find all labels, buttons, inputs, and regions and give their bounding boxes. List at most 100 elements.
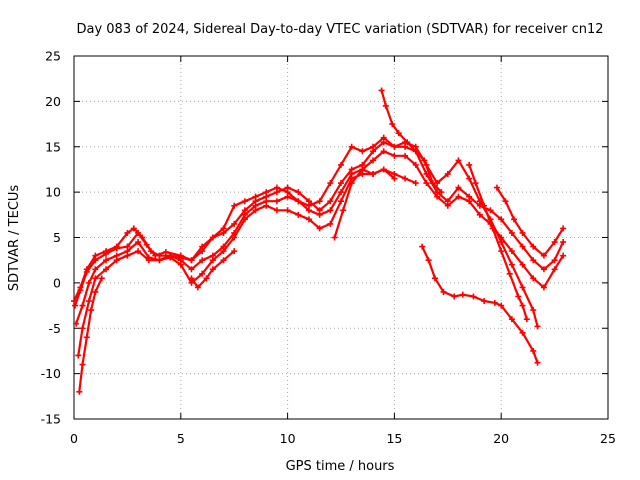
- data-point: [519, 229, 526, 236]
- data-point: [241, 198, 248, 205]
- data-point: [530, 307, 537, 314]
- data-point: [92, 252, 99, 259]
- data-point: [83, 334, 90, 341]
- data-point: [412, 180, 419, 187]
- data-point: [103, 266, 110, 273]
- data-point: [147, 248, 154, 255]
- data-point: [273, 198, 280, 205]
- data-point: [273, 184, 280, 191]
- data-point: [327, 180, 334, 187]
- x-tick-label: 20: [493, 431, 509, 446]
- y-tick-label: 25: [45, 49, 61, 64]
- data-point: [305, 216, 312, 223]
- data-point: [88, 307, 95, 314]
- data-point: [515, 293, 522, 300]
- data-point: [540, 266, 547, 273]
- data-point: [391, 143, 398, 150]
- data-point: [77, 284, 84, 291]
- data-point: [79, 325, 86, 332]
- data-point: [188, 266, 195, 273]
- data-point: [530, 243, 537, 250]
- series-line: [72, 136, 539, 328]
- data-point: [370, 170, 377, 177]
- y-tick-label: 0: [53, 275, 61, 290]
- data-point: [75, 352, 82, 359]
- data-point: [431, 275, 438, 282]
- y-tick-label: -15: [41, 412, 61, 427]
- data-point: [508, 248, 515, 255]
- data-point: [295, 211, 302, 218]
- data-point: [348, 143, 355, 150]
- data-point: [338, 161, 344, 168]
- data-point: [156, 257, 163, 264]
- data-series: [71, 87, 567, 395]
- series-arc-7: [331, 166, 398, 241]
- data-point: [220, 248, 227, 255]
- data-point: [466, 198, 473, 205]
- series-line: [190, 250, 236, 289]
- data-point: [73, 320, 80, 327]
- data-point: [252, 207, 259, 214]
- data-point: [540, 284, 547, 291]
- y-tick-label: -10: [41, 366, 61, 381]
- data-point: [103, 248, 110, 255]
- data-point: [103, 257, 110, 264]
- data-point: [98, 275, 105, 282]
- data-point: [209, 234, 216, 241]
- x-tick-label: 5: [177, 431, 185, 446]
- data-point: [402, 175, 409, 182]
- series-arc-3: [71, 134, 541, 330]
- data-point: [199, 243, 206, 250]
- series-arc-11: [493, 184, 567, 259]
- y-axis-label: SDTVAR / TECUs: [7, 185, 22, 292]
- data-point: [378, 87, 385, 94]
- data-point: [519, 284, 526, 291]
- data-point: [402, 152, 409, 159]
- data-point: [551, 257, 558, 264]
- data-point: [124, 229, 131, 236]
- series-arc-9: [419, 243, 541, 366]
- data-point: [338, 198, 344, 205]
- x-tick-labels: 0 5 10 15 20 25: [70, 431, 616, 446]
- data-point: [79, 302, 86, 309]
- data-point: [498, 302, 505, 309]
- series-arc-6: [188, 248, 238, 291]
- y-tick-label: 20: [45, 94, 61, 109]
- data-point: [493, 184, 500, 191]
- data-point: [263, 202, 270, 209]
- data-point: [327, 207, 334, 214]
- series-arc-8: [378, 87, 445, 196]
- data-point: [551, 239, 558, 246]
- y-tick-label: 10: [45, 185, 61, 200]
- data-point: [466, 161, 473, 168]
- data-point: [145, 257, 152, 264]
- data-point: [429, 180, 436, 187]
- data-point: [455, 157, 462, 164]
- data-point: [199, 257, 206, 264]
- data-point: [188, 275, 195, 282]
- data-point: [305, 202, 312, 209]
- data-point: [331, 234, 338, 241]
- data-point: [316, 198, 323, 205]
- series-line: [78, 277, 103, 393]
- data-point: [455, 184, 462, 191]
- data-point: [199, 270, 206, 277]
- data-point: [231, 248, 238, 255]
- data-point: [560, 252, 567, 259]
- data-point: [135, 248, 142, 255]
- data-point: [487, 207, 494, 214]
- data-point: [444, 170, 451, 177]
- data-point: [560, 239, 567, 246]
- series-line: [77, 168, 417, 357]
- data-point: [124, 252, 131, 259]
- data-point: [440, 288, 447, 295]
- data-point: [188, 257, 195, 264]
- data-point: [209, 257, 216, 264]
- series-arc-10: [466, 161, 530, 323]
- data-point: [421, 157, 428, 164]
- x-tick-label: 0: [70, 431, 78, 446]
- series-line: [421, 245, 539, 364]
- data-point: [380, 166, 387, 173]
- series-arc-5: [76, 275, 105, 395]
